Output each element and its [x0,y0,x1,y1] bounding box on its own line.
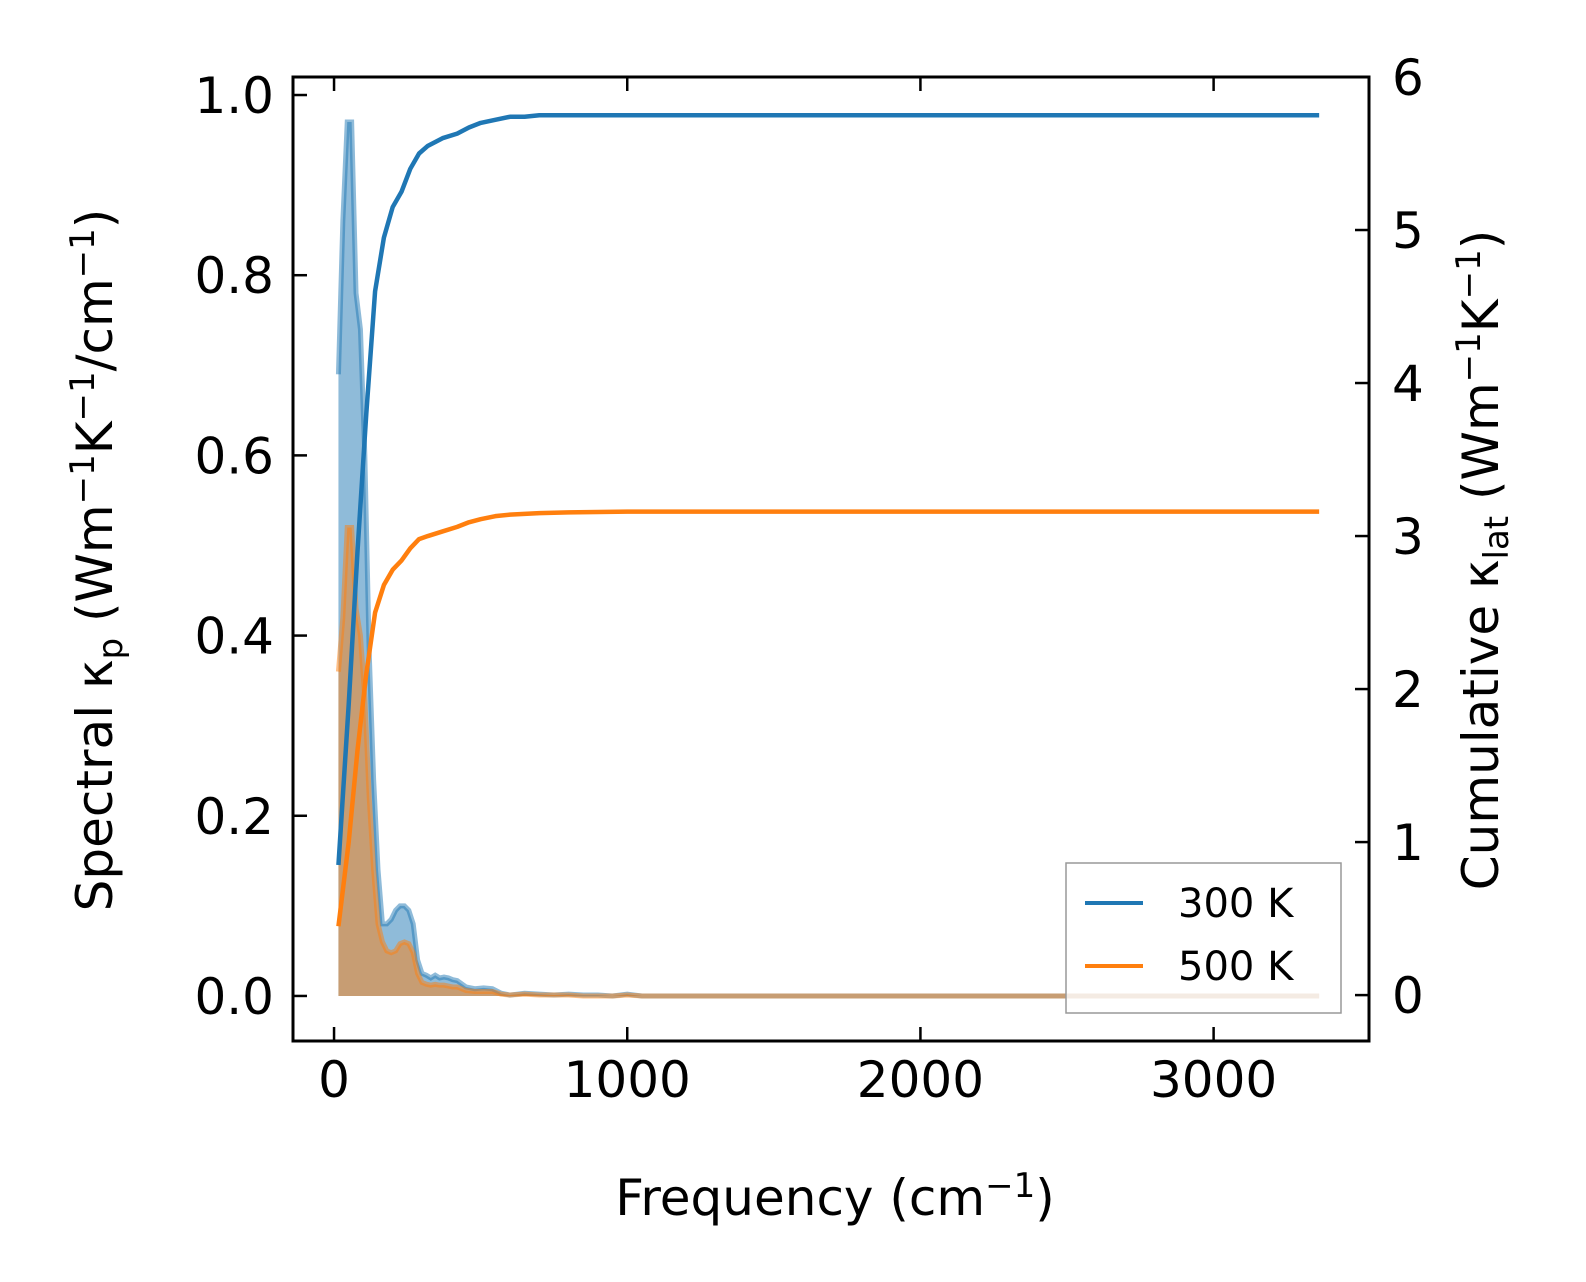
y-right-tick-label: 1 [1392,814,1424,872]
series-lines [336,113,1320,927]
y-right-tick-label: 3 [1392,508,1424,566]
y-left-tick-label: 0.4 [194,608,274,666]
legend-label-500k: 500 K [1178,944,1295,990]
y-left-tick-label: 1.0 [194,67,274,125]
y-axis-right-title: Cumulative κlat (Wm−1K−1) [1449,230,1517,890]
legend-label-300k: 300 K [1178,881,1295,927]
y-right-tick-label: 2 [1392,661,1424,719]
ticks: 0 1000 2000 3000 0.0 0.2 0.4 0.6 0.8 1.0 0 1 2 3 4 5 6 [194,49,1423,1109]
x-tick-label: 3000 [1150,1051,1277,1109]
y-left-tick-label: 0.2 [194,788,274,846]
y-axis-left-title: Spectral κp (Wm−1K−1/cm−1) [63,209,131,912]
x-axis-title: Frequency (cm−1) [615,1166,1055,1227]
y-left-tick-label: 0.8 [194,247,274,305]
spectral-line-500k [335,524,1320,999]
spectral-fills [335,119,1320,999]
legend: 300 K 500 K [1065,862,1342,1014]
y-right-tick-label: 4 [1392,355,1424,413]
cumulative-line-300k [336,113,1320,866]
y-right-tick-label: 5 [1392,202,1424,260]
y-right-tick-label: 6 [1392,49,1424,107]
y-left-tick-label: 0.6 [194,427,274,485]
axes [291,75,1371,1043]
y-left-tick-label: 0.0 [194,968,274,1026]
legend-box [1065,862,1342,1014]
x-tick-label: 2000 [857,1051,984,1109]
cumulative-line-500k [336,509,1320,927]
x-tick-label: 0 [318,1051,350,1109]
x-tick-label: 1000 [564,1051,691,1109]
y-right-tick-label: 0 [1392,967,1424,1025]
plot-frame [291,75,1371,1043]
